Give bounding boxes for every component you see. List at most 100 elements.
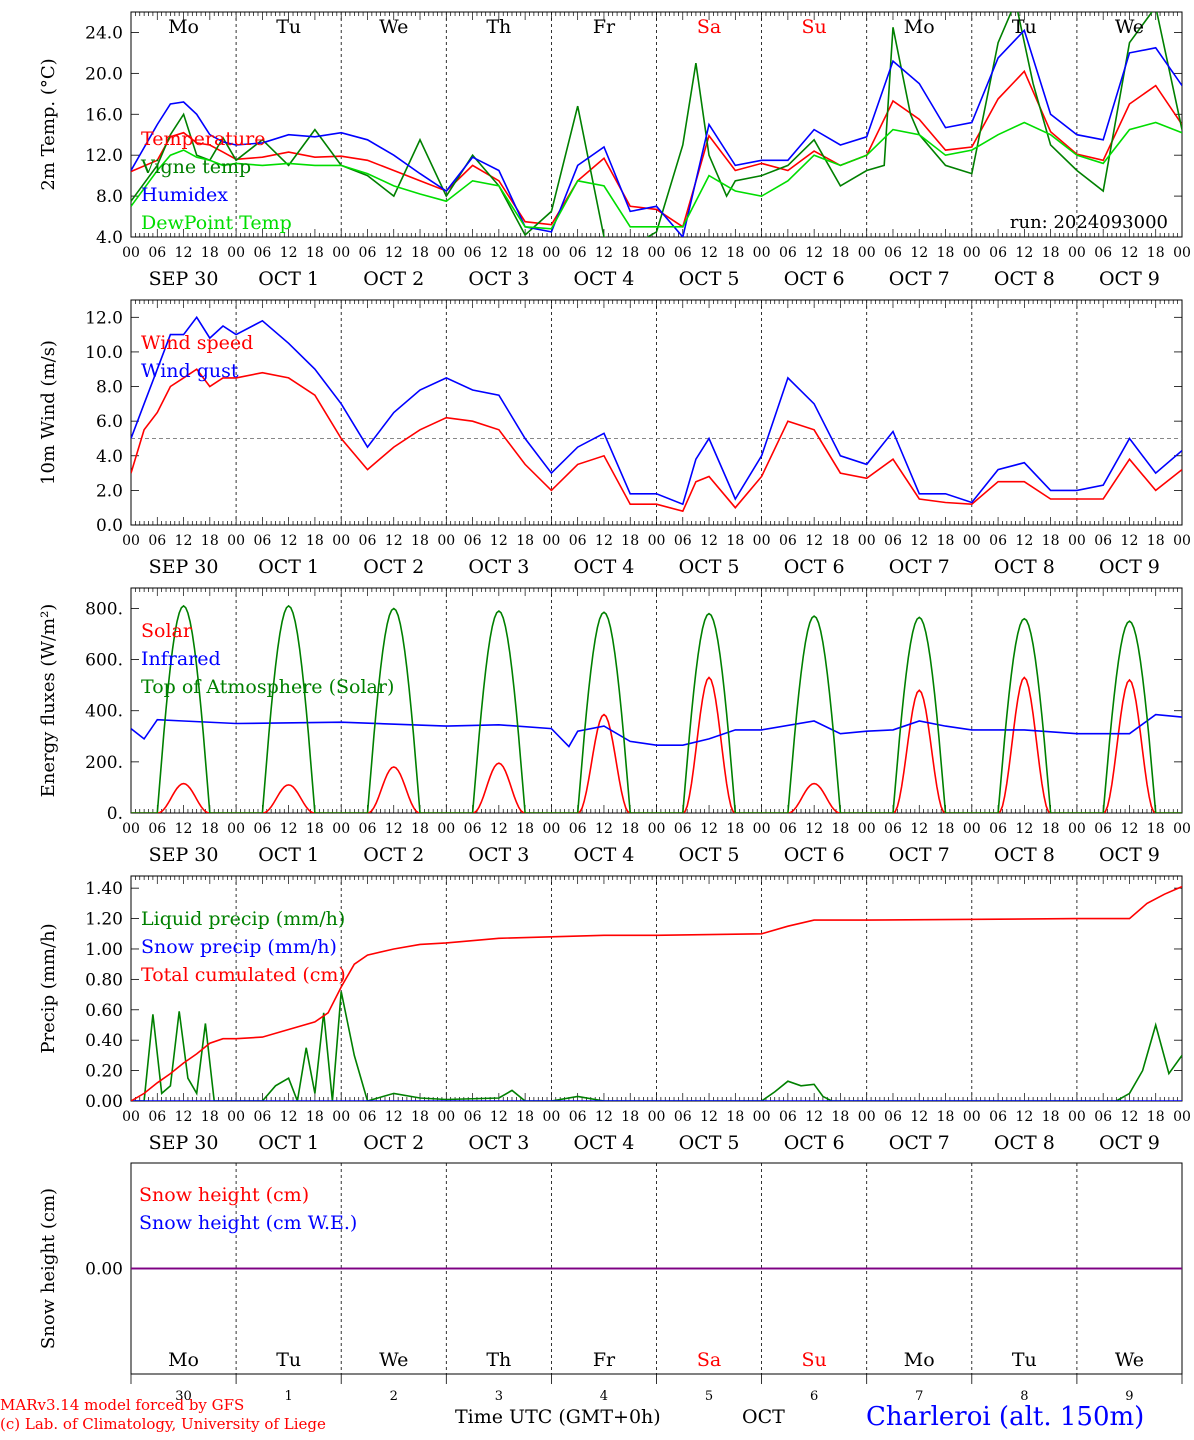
date-label: OCT 7 <box>889 844 950 866</box>
date-label: OCT 7 <box>889 556 950 578</box>
date-label: OCT 5 <box>679 556 740 578</box>
hour-label: 00 <box>648 821 666 837</box>
hour-label: 00 <box>1173 821 1191 837</box>
legend-entry: Snow height (cm) <box>139 1184 309 1206</box>
run-annotation: run: 2024093000 <box>1010 212 1168 233</box>
y-tick-label: 8.0 <box>96 187 123 207</box>
hour-label: 06 <box>253 821 271 837</box>
date-label: OCT 2 <box>363 268 424 290</box>
hour-label: 00 <box>122 821 140 837</box>
hour-label: 00 <box>437 821 455 837</box>
hour-label: 18 <box>201 1109 219 1125</box>
date-label: OCT 5 <box>679 268 740 290</box>
hour-label: 06 <box>148 533 166 549</box>
date-label: OCT 1 <box>258 844 319 866</box>
precip-ylabel: Precip (mm/h) <box>38 923 59 1053</box>
date-label: OCT 3 <box>468 268 529 290</box>
hour-label: 12 <box>280 533 298 549</box>
date-label: SEP 30 <box>149 844 219 866</box>
day-name: Tu <box>276 1349 301 1371</box>
hour-label: 00 <box>963 821 981 837</box>
hour-label: 12 <box>910 533 928 549</box>
y-tick-label: 4.0 <box>96 447 123 467</box>
hour-label: 06 <box>884 1109 902 1125</box>
legend-entry: Snow precip (mm/h) <box>141 936 337 958</box>
month-label: OCT <box>742 1406 785 1428</box>
hour-label: 12 <box>700 533 718 549</box>
hour-label: 12 <box>805 821 823 837</box>
legend-entry: Temperature <box>141 128 265 150</box>
y-tick-label: 6.0 <box>96 412 123 432</box>
date-label: SEP 30 <box>149 1132 219 1154</box>
hour-label: 12 <box>595 245 613 261</box>
hour-label: 18 <box>516 821 534 837</box>
date-label: OCT 1 <box>258 1132 319 1154</box>
hour-label: 18 <box>937 245 955 261</box>
legend-entry: Total cumulated (cm) <box>141 964 346 986</box>
day-name: Mo <box>904 1349 935 1371</box>
date-label: OCT 6 <box>784 1132 845 1154</box>
hour-label: 06 <box>884 245 902 261</box>
hour-label: 12 <box>385 533 403 549</box>
hour-label: 06 <box>989 533 1007 549</box>
date-label: OCT 9 <box>1099 268 1160 290</box>
hour-label: 18 <box>832 1109 850 1125</box>
hour-label: 12 <box>595 1109 613 1125</box>
y-tick-label: 800. <box>85 599 123 619</box>
y-tick-label: 1.00 <box>85 940 123 960</box>
hour-label: 00 <box>1173 533 1191 549</box>
day-number: 3 <box>495 1389 503 1404</box>
hour-label: 12 <box>385 821 403 837</box>
hour-label: 06 <box>464 821 482 837</box>
hour-label: 06 <box>779 533 797 549</box>
hour-label: 18 <box>832 245 850 261</box>
hour-label: 06 <box>464 1109 482 1125</box>
hour-label: 12 <box>910 1109 928 1125</box>
y-tick-label: 0. <box>107 804 123 824</box>
legend-entry: Infrared <box>141 648 221 670</box>
hour-label: 12 <box>1121 821 1139 837</box>
hour-label: 18 <box>201 533 219 549</box>
day-name: Mo <box>904 16 935 38</box>
hour-label: 12 <box>175 245 193 261</box>
hour-label: 00 <box>122 533 140 549</box>
hour-label: 06 <box>148 245 166 261</box>
hour-label: 00 <box>1173 1109 1191 1125</box>
hour-label: 00 <box>332 533 350 549</box>
hour-label: 18 <box>621 821 639 837</box>
day-number: 4 <box>600 1389 608 1404</box>
hour-label: 00 <box>227 245 245 261</box>
temp-ylabel: 2m Temp. (°C) <box>38 58 59 190</box>
date-label: OCT 4 <box>573 556 634 578</box>
hour-label: 12 <box>175 533 193 549</box>
date-label: OCT 9 <box>1099 556 1160 578</box>
hour-label: 00 <box>963 1109 981 1125</box>
hour-label: 06 <box>1094 245 1112 261</box>
hour-label: 00 <box>1173 245 1191 261</box>
day-name: Tu <box>276 16 301 38</box>
series-line <box>131 604 1182 813</box>
date-label: OCT 6 <box>784 844 845 866</box>
y-tick-label: 0.00 <box>85 1260 123 1280</box>
hour-label: 18 <box>411 533 429 549</box>
day-number: 7 <box>915 1389 923 1404</box>
hour-label: 06 <box>674 821 692 837</box>
hour-label: 18 <box>726 1109 744 1125</box>
hour-label: 00 <box>648 533 666 549</box>
hour-label: 00 <box>1068 245 1086 261</box>
station-label: Charleroi (alt. 150m) <box>866 1402 1145 1432</box>
date-label: OCT 2 <box>363 844 424 866</box>
hour-label: 06 <box>569 1109 587 1125</box>
hour-label: 06 <box>989 1109 1007 1125</box>
hour-label: 00 <box>1068 821 1086 837</box>
hour-label: 18 <box>1042 533 1060 549</box>
hour-label: 12 <box>805 533 823 549</box>
day-name: Tu <box>1012 1349 1037 1371</box>
hour-label: 00 <box>542 1109 560 1125</box>
y-tick-label: 8.0 <box>96 378 123 398</box>
hour-label: 18 <box>937 1109 955 1125</box>
hour-label: 06 <box>464 533 482 549</box>
hour-label: 12 <box>1015 821 1033 837</box>
date-label: OCT 7 <box>889 1132 950 1154</box>
hour-label: 06 <box>884 821 902 837</box>
